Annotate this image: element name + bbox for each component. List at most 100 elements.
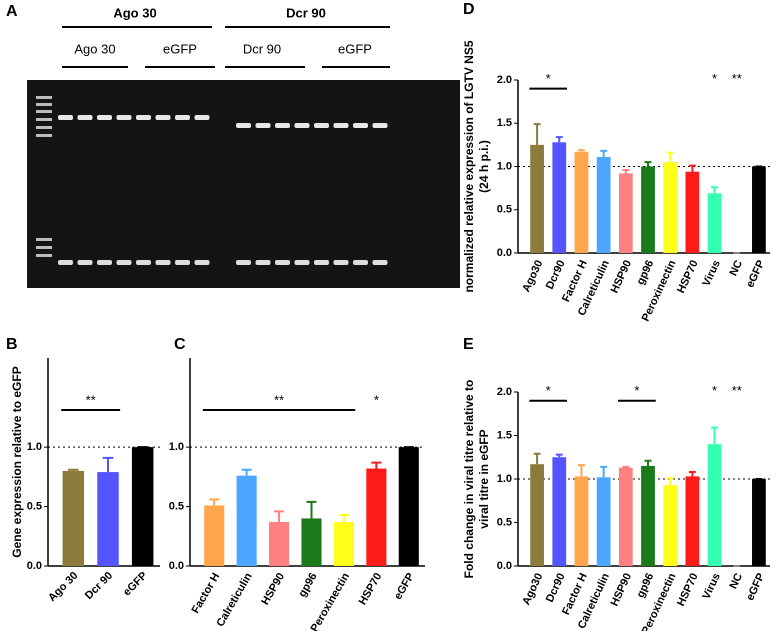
band [194,260,210,265]
bar [685,476,700,566]
y-axis-label: (24 h p.i.) [477,140,491,193]
bar [574,151,589,253]
x-tick-label: HSP90 [609,571,635,608]
bar [530,144,544,253]
bar [574,476,589,566]
x-tick-label: Dcr 90 [83,570,115,602]
bar [131,447,154,566]
group-label: Ago 30 [113,5,156,20]
band [255,123,271,128]
ladder-band [36,110,52,113]
x-tick-label: gp96 [635,571,657,599]
error-bar [688,471,696,477]
ladder-band [36,118,52,121]
error-bar [711,426,718,445]
error-bar [102,456,114,473]
bar [663,162,678,253]
x-tick-label: gp96 [296,571,319,599]
significance-label: * [712,71,717,86]
band [294,123,310,128]
significance-label: * [374,392,379,407]
band [275,260,290,265]
ladder-band [36,103,52,106]
error-bar [274,510,285,523]
y-tick-label: 0.5 [27,500,42,512]
panel-letter: A [6,3,18,20]
ladder-band [36,134,52,137]
error-bar [666,477,674,486]
band [236,260,251,265]
error-bar [622,168,630,174]
x-tick-label: NC [727,258,745,278]
band [116,260,132,265]
bar [707,444,722,566]
y-axis-label: Fold change in viral titre relative to [462,380,476,579]
bar [618,173,633,253]
x-tick-label: HSP70 [675,571,701,608]
significance-label: ** [86,392,96,407]
error-bar [371,461,382,469]
significance-label: ** [732,71,742,86]
significance-label: ** [274,392,284,407]
y-tick-label: 0.5 [497,204,512,216]
error-bar [666,151,674,163]
error-bar [209,498,220,506]
x-tick-label: NC [727,571,745,591]
x-tick-label: Dcr90 [544,258,568,291]
y-tick-label: 0.5 [497,516,512,528]
band [294,260,310,265]
band [155,260,171,265]
gel-bands [36,96,388,265]
error-bar [533,123,541,145]
y-tick-label: 1.5 [497,117,512,129]
bar [530,464,544,566]
bar [398,447,419,566]
x-tick-label: eGFP [392,571,417,602]
x-tick-label: HSP90 [609,258,635,295]
error-bar [600,465,608,478]
bar [552,457,567,566]
bar [269,522,290,566]
band [372,260,388,265]
band [97,260,112,265]
band [314,260,329,265]
lane-label: Dcr 90 [243,41,281,56]
error-bar [67,468,79,471]
band [136,115,151,120]
bar [596,156,611,253]
y-tick-label: 1.0 [497,160,512,172]
error-bar [555,136,563,143]
band [175,260,190,265]
band [255,260,271,265]
gel-image [27,80,460,288]
band [175,115,190,120]
y-axis-label: Gene expression relative to eGFP [10,366,24,557]
error-bar [533,452,541,465]
bar [62,470,85,566]
y-tick-label: 0.0 [169,560,184,572]
bar [236,475,257,566]
error-bar [644,161,652,167]
y-tick-label: 1.0 [169,441,184,453]
y-tick-label: 0.0 [497,560,512,572]
x-tick-label: Factor H [190,571,223,616]
y-tick-label: 1.0 [497,473,512,485]
y-tick-label: 2.0 [497,74,512,86]
lane-label: eGFP [163,41,197,56]
panel-letter: E [463,336,474,353]
x-tick-label: HSP70 [675,258,701,295]
x-tick-label: Dcr90 [544,571,568,604]
x-tick-label: eGFP [744,571,767,602]
y-tick-label: 1.0 [27,441,42,453]
bar [685,171,700,253]
band [333,123,349,128]
band [58,260,73,265]
error-bar [644,459,652,466]
bar [618,467,633,566]
bar [663,485,678,566]
ladder-band [36,246,52,249]
significance-label: * [546,383,551,398]
error-bar [555,453,563,458]
error-bar [338,513,349,523]
